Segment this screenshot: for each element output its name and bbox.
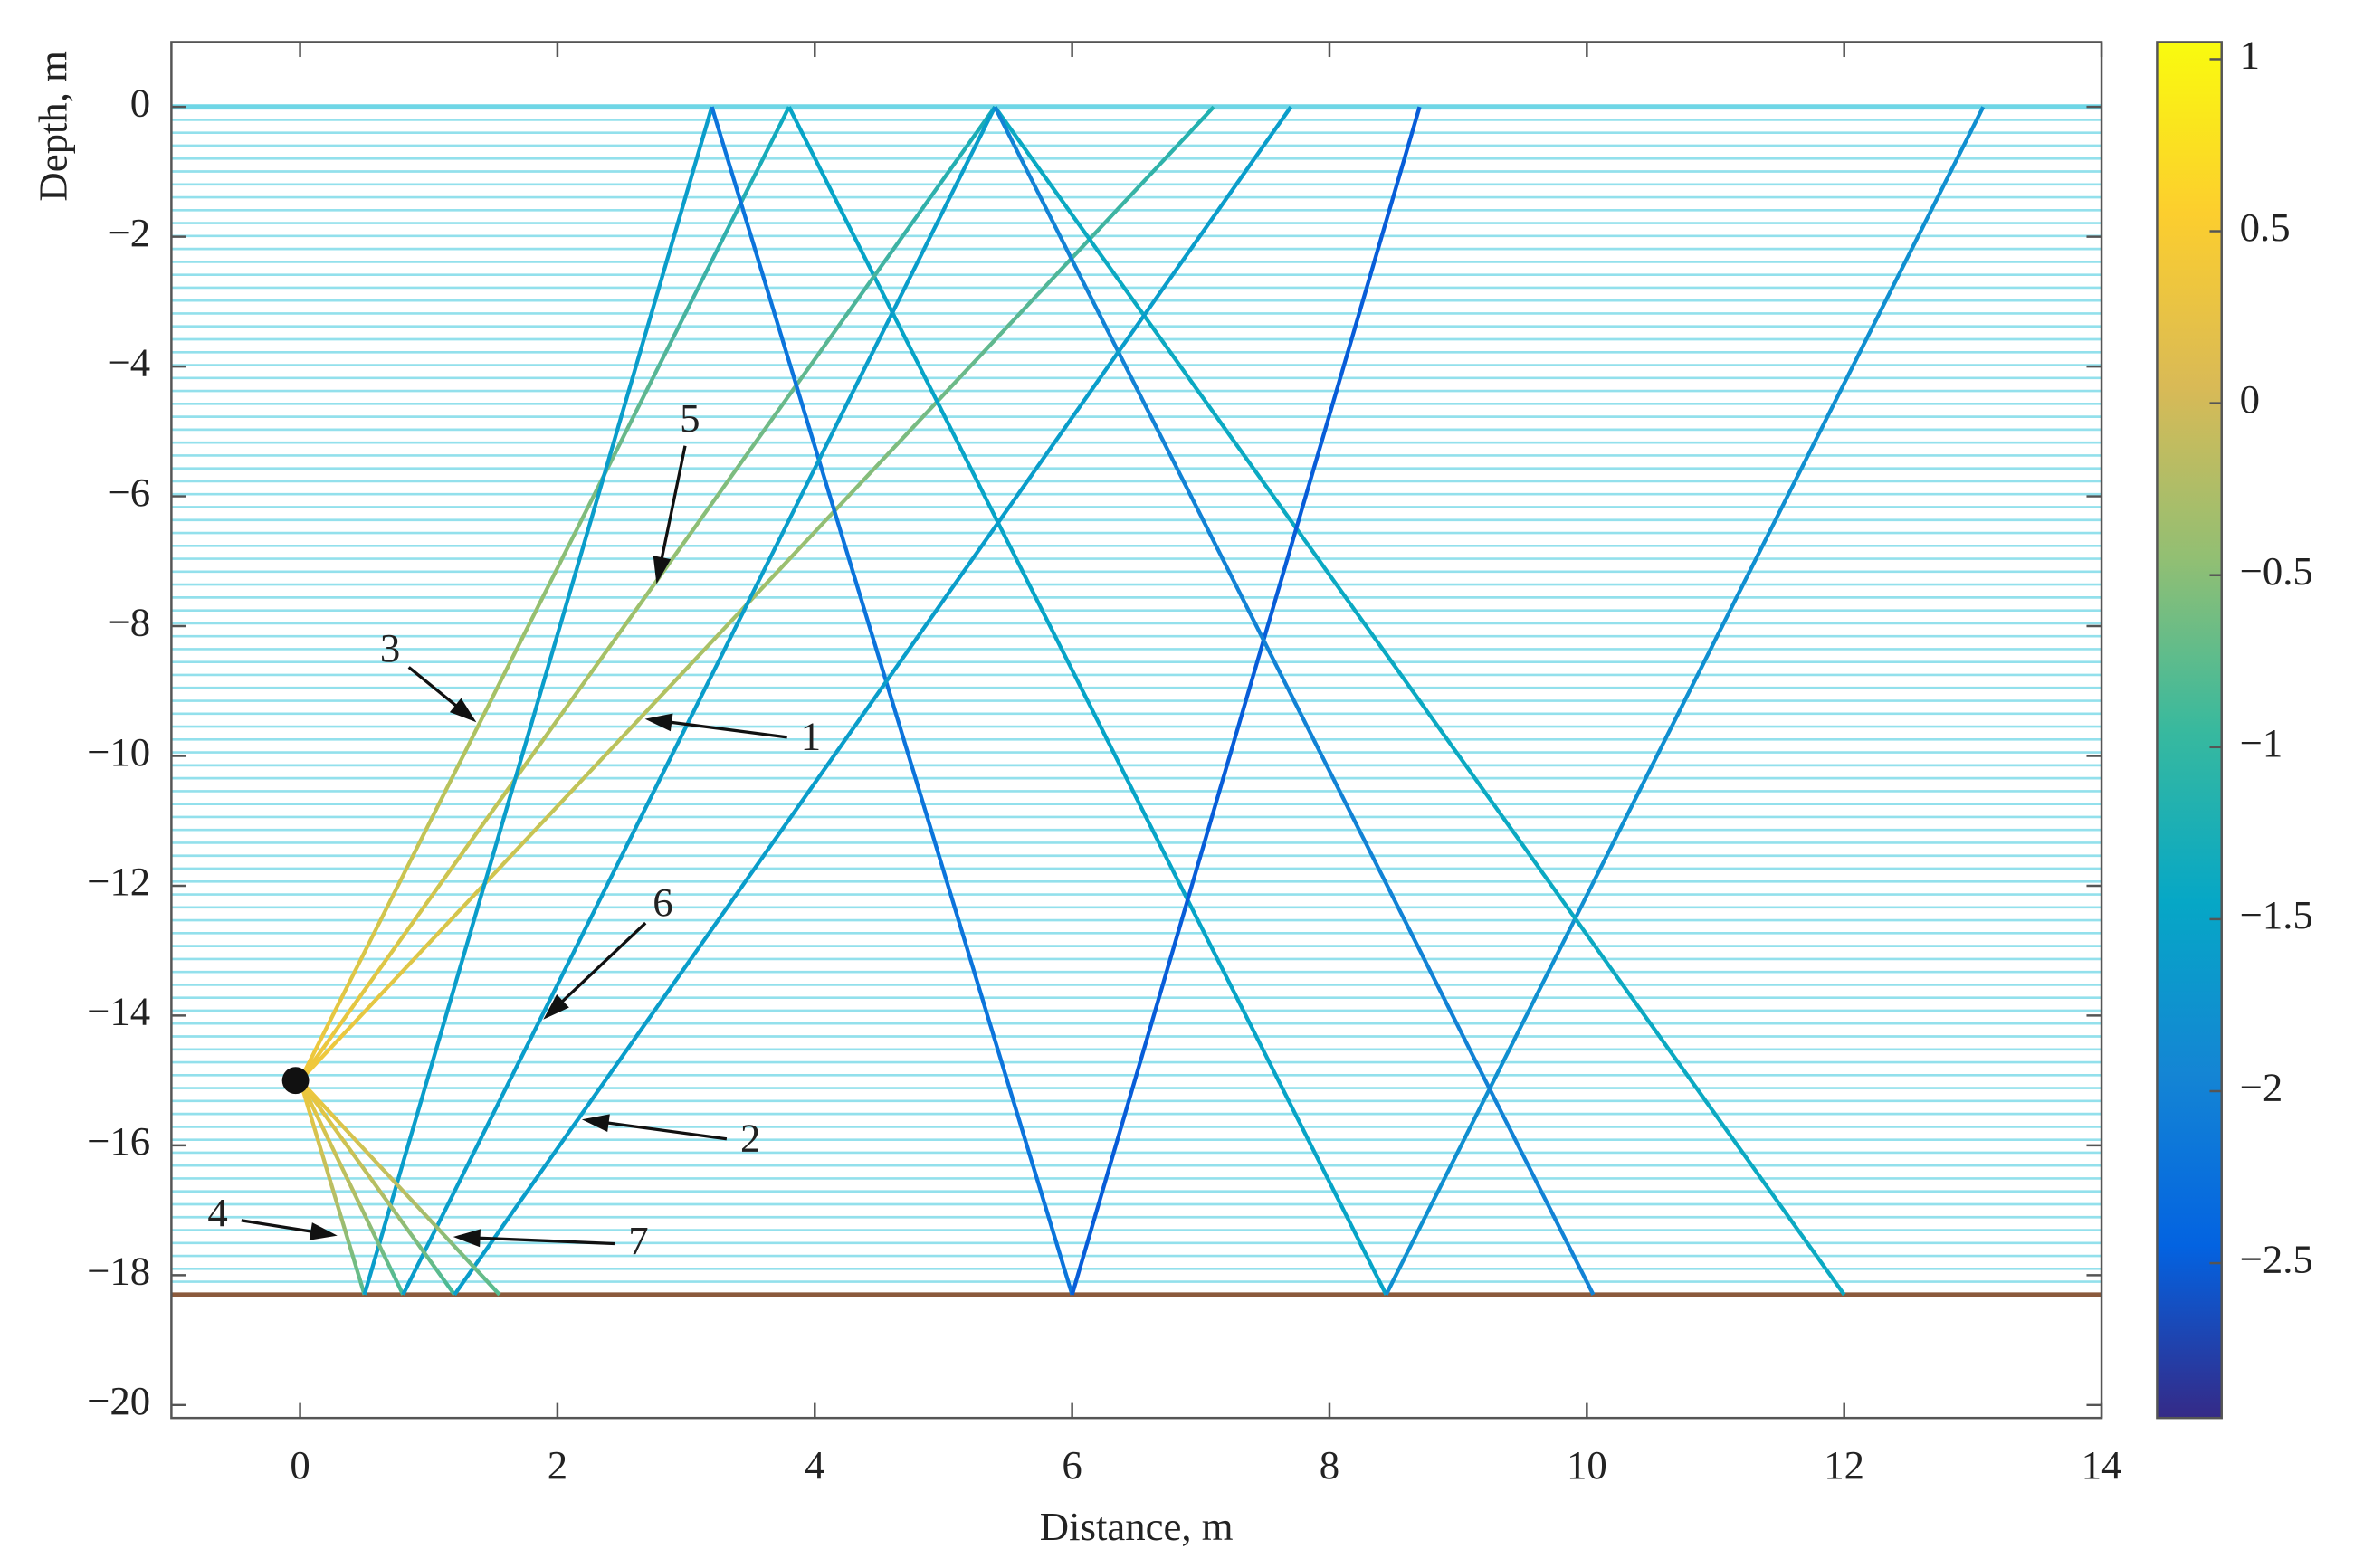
y-tick-label: −4 [108,339,151,385]
annotation-label: 7 [628,1218,648,1263]
colorbar-tick-label: 0 [2240,376,2260,422]
colorbar-tick-label: −0.5 [2240,548,2313,594]
colorbar-tick-label: −2 [2240,1064,2283,1109]
y-tick-label: 0 [130,80,150,125]
ray-segment [710,106,1074,1296]
plot-frame [170,41,2103,1420]
y-tick-label: −6 [108,470,151,515]
ray-segment [298,1079,501,1297]
ray-segment [993,106,1596,1296]
x-axis-label: Distance, m [1040,1504,1234,1549]
colorbar [2156,41,2223,1420]
annotation-arrowhead [653,556,672,584]
x-tick-label: 0 [290,1442,310,1487]
annotation-arrow [241,1219,323,1235]
ray-segment [298,1079,405,1296]
annotation-arrow [468,1236,615,1246]
annotation-arrowhead [449,698,477,723]
y-tick-label: −12 [87,859,150,904]
x-tick-label: 6 [1062,1442,1082,1487]
x-tick-label: 8 [1320,1442,1339,1487]
y-tick-label: −10 [87,729,150,774]
colorbar-tick-label: −1 [2240,720,2283,765]
y-tick-label: −16 [87,1118,150,1164]
y-tick-label: −2 [108,210,151,255]
colorbar-tick-label: −1.5 [2240,892,2313,937]
annotation-label: 6 [653,879,672,925]
annotation-arrowhead [644,713,673,732]
annotation-arrowhead [309,1222,338,1240]
annotation-label: 5 [680,395,700,441]
annotation-arrow [596,1119,728,1141]
ray-segment [786,106,1388,1296]
ray-segment [298,105,997,1082]
annotation-arrowhead [453,1229,481,1248]
annotation-arrow [658,445,687,570]
colorbar-tick-label: −2.5 [2240,1236,2313,1281]
ray-segment [298,105,1215,1082]
x-tick-label: 4 [805,1442,824,1487]
ray-segment [453,105,1293,1297]
annotation-arrow [659,719,787,739]
x-tick-label: 10 [1567,1442,1607,1487]
annotation-arrowhead [543,993,569,1020]
ray-segment [401,106,997,1296]
source-marker [281,1067,310,1095]
ray-segment [362,106,714,1296]
y-tick-label: −20 [87,1378,150,1423]
ray-segment [1384,106,1986,1296]
annotation-arrow [407,666,466,715]
annotation-label: 3 [380,625,400,670]
plot-background [171,42,2102,1419]
annotation-label: 4 [207,1190,227,1235]
y-axis-label: Depth, m [31,51,76,202]
annotation-arrow [553,921,647,1011]
x-tick-label: 12 [1824,1442,1864,1487]
colorbar-tick-label: 1 [2240,33,2260,78]
ray-segment [1070,106,1422,1296]
annotation-label: 2 [740,1116,760,1161]
ray-segment [298,1079,367,1296]
annotation-label: 1 [801,714,821,759]
x-tick-label: 2 [548,1442,567,1487]
y-tick-label: −14 [87,989,150,1034]
y-tick-label: −18 [87,1249,150,1294]
colorbar-tick-label: 0.5 [2240,204,2291,250]
ray-segment [298,106,791,1082]
y-tick-label: −8 [108,599,151,644]
ray-segment [993,105,1846,1297]
annotation-arrowhead [581,1114,610,1133]
ray-segment [298,1079,456,1297]
x-tick-label: 14 [2082,1442,2122,1487]
